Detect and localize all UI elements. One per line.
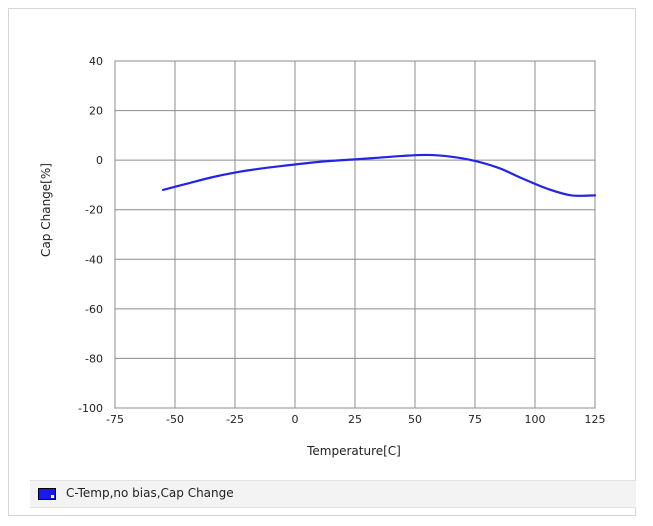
x-tick-label: 75 [468, 413, 482, 426]
series-line [161, 153, 597, 197]
y-tick-label: -100 [78, 402, 103, 415]
y-tick-label: -20 [85, 204, 103, 217]
legend: C-Temp,no bias,Cap Change [30, 480, 636, 508]
y-tick-label: 40 [89, 55, 103, 68]
x-tick-label: 50 [408, 413, 422, 426]
x-tick-label: 125 [585, 413, 606, 426]
legend-label: C-Temp,no bias,Cap Change [66, 486, 234, 500]
x-tick-label: -25 [226, 413, 244, 426]
y-axis-title: Cap Change[%] [39, 163, 53, 257]
x-tick-label: -75 [106, 413, 124, 426]
chart-tick-labels: -75 -50 -25 0 25 50 75 100 125 40 20 0 -20 -40 -60 -80 -… [78, 55, 605, 426]
y-tick-label: -60 [85, 303, 103, 316]
x-tick-label: -50 [166, 413, 184, 426]
chart-series-group [161, 153, 597, 197]
y-tick-label: -40 [85, 253, 103, 266]
y-tick-label: -80 [85, 352, 103, 365]
x-axis-title: Temperature[C] [306, 444, 401, 458]
legend-swatch-icon[interactable] [38, 488, 56, 500]
x-tick-label: 25 [348, 413, 362, 426]
chart-grid [114, 60, 596, 409]
x-tick-label: 0 [292, 413, 299, 426]
x-tick-label: 100 [525, 413, 546, 426]
y-tick-label: 0 [96, 154, 103, 167]
y-tick-label: 20 [89, 105, 103, 118]
